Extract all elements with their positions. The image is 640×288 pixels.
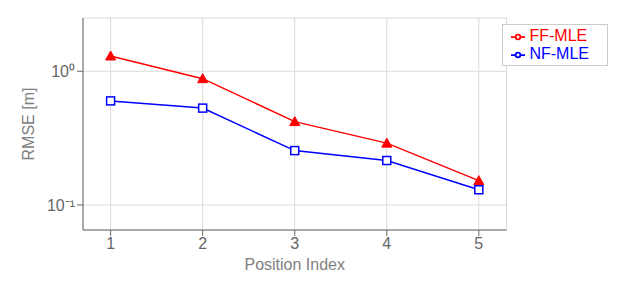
svg-text:1: 1	[106, 235, 115, 252]
svg-text:RMSE [m]: RMSE [m]	[20, 88, 37, 161]
svg-text:10⁰: 10⁰	[51, 63, 75, 80]
svg-text:Position Index: Position Index	[244, 256, 345, 273]
svg-text:10⁻¹: 10⁻¹	[47, 197, 75, 214]
svg-text:4: 4	[382, 235, 391, 252]
html-text:NF-MLE: NF-MLE	[529, 45, 589, 62]
html-text:FF-MLE: FF-MLE	[529, 27, 588, 44]
svg-text:5: 5	[474, 235, 483, 252]
svg-text:2: 2	[198, 235, 207, 252]
svg-text:3: 3	[290, 235, 299, 252]
